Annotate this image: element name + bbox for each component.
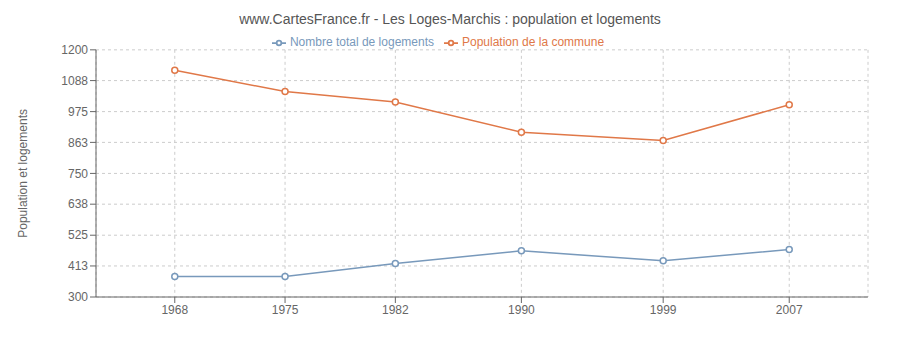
svg-text:1968: 1968 bbox=[161, 303, 188, 317]
svg-text:975: 975 bbox=[68, 105, 88, 119]
svg-text:1975: 1975 bbox=[272, 303, 299, 317]
svg-text:638: 638 bbox=[68, 197, 88, 211]
html-text:Nombre total de logements: Nombre total de logements bbox=[289, 35, 434, 49]
svg-text:750: 750 bbox=[68, 167, 88, 181]
html-text:www.CartesFrance.fr - Les Loge: www.CartesFrance.fr - Les Loges-Marchis … bbox=[239, 11, 661, 27]
svg-text:863: 863 bbox=[68, 136, 88, 150]
svg-text:413: 413 bbox=[68, 259, 88, 273]
svg-text:1982: 1982 bbox=[382, 303, 409, 317]
svg-text:1999: 1999 bbox=[650, 303, 677, 317]
svg-text:525: 525 bbox=[68, 228, 88, 242]
svg-text:300: 300 bbox=[68, 290, 88, 304]
svg-text:1200: 1200 bbox=[61, 43, 88, 57]
svg-text:1990: 1990 bbox=[508, 303, 535, 317]
svg-text:1088: 1088 bbox=[61, 74, 88, 88]
svg-text:2007: 2007 bbox=[776, 303, 803, 317]
svg-text:Population et logements: Population et logements bbox=[16, 109, 30, 238]
html-text:Population de la commune: Population de la commune bbox=[462, 35, 605, 49]
